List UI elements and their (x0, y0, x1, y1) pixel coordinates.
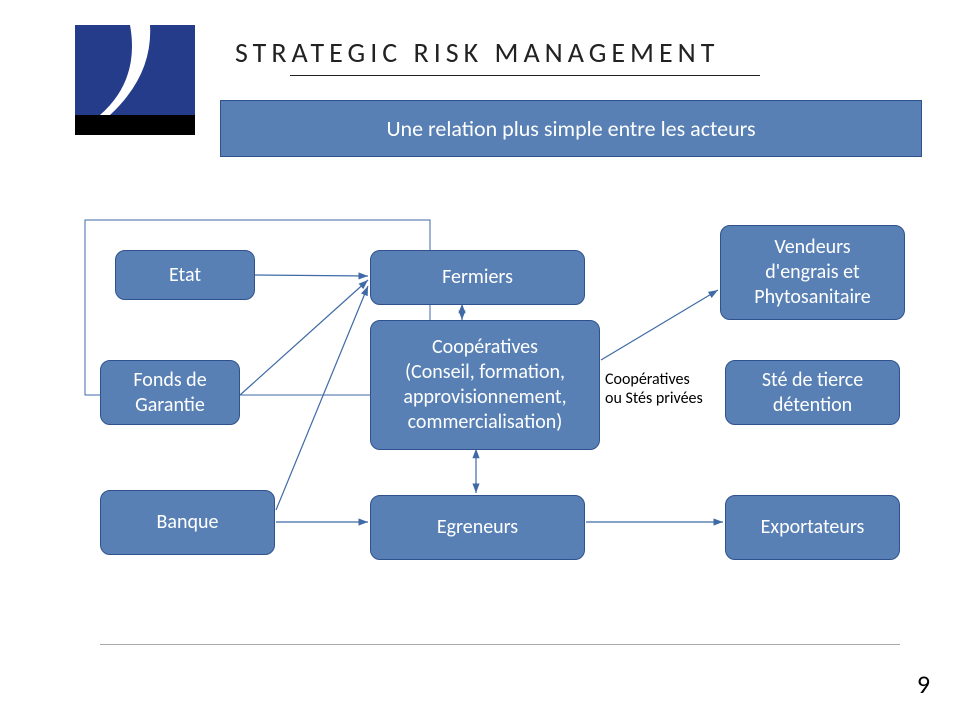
node-vendeurs: Vendeursd'engrais etPhytosanitaire (720, 225, 905, 320)
edge (276, 286, 368, 510)
footer-divider (100, 644, 900, 645)
brand-underline (290, 75, 760, 76)
edge (601, 290, 718, 360)
edge (255, 275, 368, 276)
node-etat: Etat (115, 250, 255, 300)
node-export: Exportateurs (725, 495, 900, 560)
node-fermiers: Fermiers (370, 250, 585, 305)
node-banque: Banque (100, 490, 275, 555)
page-brand: STRATEGIC RISK MANAGEMENT (235, 35, 719, 70)
logo-bar (75, 115, 195, 135)
node-tierce: Sté de tiercedétention (725, 360, 900, 425)
logo (75, 25, 195, 135)
node-fonds: Fonds deGarantie (100, 360, 240, 425)
slide-title: Une relation plus simple entre les acteu… (220, 100, 922, 157)
annotation-coop-label: Coopérativesou Stés privées (605, 370, 703, 408)
node-egreneurs: Egreneurs (370, 495, 585, 560)
page-number: 9 (917, 668, 930, 700)
edge (240, 280, 368, 395)
node-coop: Coopératives(Conseil, formation,approvis… (370, 320, 600, 450)
